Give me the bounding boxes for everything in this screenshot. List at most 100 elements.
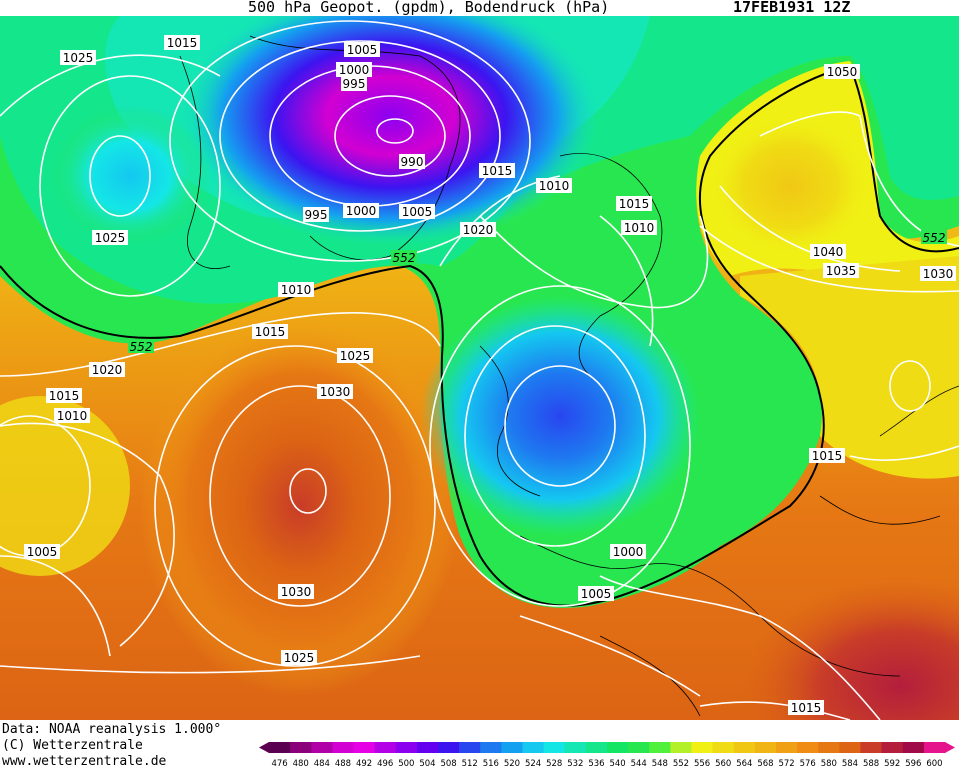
colorbar-swatch xyxy=(733,742,756,753)
colorbar-tick-label: 544 xyxy=(631,759,647,769)
isobar-label: 1010 xyxy=(281,283,312,297)
colorbar-swatch xyxy=(564,742,587,753)
isobar-labels: 1025 1015 1005 1000 995 990 995 1000 100… xyxy=(24,35,956,715)
isobar-label: 1030 xyxy=(281,585,312,599)
colorbar-tick-label: 480 xyxy=(293,759,309,769)
colorbar-tick-label: 484 xyxy=(314,759,330,769)
colorbar-arrow-left xyxy=(259,742,269,753)
map-title: 500 hPa Geopot. (gpdm), Bodendruck (hPa) xyxy=(248,0,610,16)
colorbar-tick-label: 532 xyxy=(567,759,583,769)
colorbar-tick-label: 588 xyxy=(863,759,879,769)
isobar-label: 1015 xyxy=(812,449,843,463)
colorbar-tick-label: 504 xyxy=(419,759,435,769)
isobar-label: 1020 xyxy=(92,363,123,377)
colorbar-swatch xyxy=(269,742,291,753)
colorbar-swatch xyxy=(881,742,904,753)
colorbar-swatch xyxy=(438,742,460,753)
contour-label: 552 xyxy=(130,340,153,354)
colorbar-swatch xyxy=(501,742,523,753)
isobar-label: 1015 xyxy=(791,701,822,715)
isobar-label: 1015 xyxy=(167,36,198,50)
colorbar-swatch xyxy=(311,742,333,753)
colorbar-tick-label: 560 xyxy=(715,759,731,769)
colorbar-swatch xyxy=(353,742,376,753)
colorbar-swatch xyxy=(543,742,566,753)
colorbar-swatch xyxy=(607,742,629,753)
colorbar-tick-label: 580 xyxy=(821,759,837,769)
colorbar-swatch xyxy=(797,742,819,753)
weather-map: 1025 1015 1005 1000 995 990 995 1000 100… xyxy=(0,16,959,720)
colorbar-swatch xyxy=(290,742,312,753)
colorbar-tick-label: 496 xyxy=(377,759,393,769)
isobar-label: 1000 xyxy=(346,204,377,218)
colorbar-swatch xyxy=(416,742,439,753)
data-source: Data: NOAA reanalysis 1.000° xyxy=(2,722,222,737)
isobar-label: 1025 xyxy=(284,651,315,665)
isobar-label: 1025 xyxy=(63,51,94,65)
contour-label: 552 xyxy=(393,251,416,265)
isobar-label: 1000 xyxy=(339,63,370,77)
colorbar-tick-label: 488 xyxy=(335,759,351,769)
colorbar-tick-label: 492 xyxy=(356,759,372,769)
contour-label: 552 xyxy=(923,231,946,245)
colorbar-swatch xyxy=(818,742,840,753)
colorbar-tick-label: 568 xyxy=(757,759,773,769)
colorbar-tick-label: 508 xyxy=(440,759,456,769)
colorbar-swatch xyxy=(860,742,883,753)
colorbar-swatch xyxy=(649,742,671,753)
isobar-label: 1005 xyxy=(347,43,378,57)
colorbar-swatch xyxy=(776,742,798,753)
colorbar-tick-label: 540 xyxy=(609,759,625,769)
colorbar-legend: 476 480 484 488 492 496 500 504 508 512 516 520 524 5… xyxy=(259,742,955,769)
colorbar-tick-label: 500 xyxy=(398,759,414,769)
isobar-label: 1050 xyxy=(827,65,858,79)
website-link[interactable]: www.wetterzentrale.de xyxy=(2,754,167,769)
colorbar-swatch xyxy=(480,742,502,753)
colorbar-swatch xyxy=(712,742,735,753)
isobar-label: 990 xyxy=(401,155,424,169)
colorbar-tick-label: 552 xyxy=(673,759,689,769)
colorbar-tick-label: 584 xyxy=(842,759,858,769)
colorbar-arrow-right xyxy=(945,742,955,753)
map-header: 500 hPa Geopot. (gpdm), Bodendruck (hPa)… xyxy=(0,0,959,16)
colorbar-tick-label: 564 xyxy=(736,759,752,769)
colorbar-tick-label: 536 xyxy=(588,759,604,769)
colorbar-tick-label: 600 xyxy=(926,759,942,769)
isobar-label: 1010 xyxy=(539,179,570,193)
colorbar-tick-label: 576 xyxy=(800,759,816,769)
isobar-label: 1015 xyxy=(619,197,650,211)
colorbar-swatch xyxy=(902,742,925,753)
colorbar-tick-label: 476 xyxy=(271,759,287,769)
isobar-label: 1015 xyxy=(482,164,513,178)
isobar-label: 1005 xyxy=(402,205,433,219)
isobar-label: 1010 xyxy=(624,221,655,235)
colorbar-swatch xyxy=(691,742,714,753)
isobar-label: 1005 xyxy=(581,587,612,601)
colorbar-tick-label: 596 xyxy=(905,759,921,769)
isobars xyxy=(0,20,959,720)
isobar-label: 995 xyxy=(343,77,366,91)
colorbar-swatch xyxy=(923,742,946,753)
colorbar-swatch xyxy=(374,742,397,753)
colorbar-tick-label: 556 xyxy=(694,759,710,769)
copyright: (C) Wetterzentrale xyxy=(2,738,143,753)
colorbar-tick-label: 520 xyxy=(504,759,520,769)
isobar-label: 1025 xyxy=(95,231,126,245)
map-datetime: 17FEB1931 12Z xyxy=(733,0,851,16)
isobar-label: 1030 xyxy=(923,267,954,281)
colorbar-tick-label: 528 xyxy=(546,759,562,769)
colorbar-tick-label: 548 xyxy=(652,759,668,769)
colorbar-tick-label: 572 xyxy=(778,759,794,769)
colorbar-swatch xyxy=(332,742,354,753)
colorbar-tick-label: 516 xyxy=(483,759,499,769)
colorbar-swatch xyxy=(522,742,545,753)
colorbar-swatch xyxy=(839,742,861,753)
colorbar-swatch xyxy=(754,742,777,753)
colorbar-swatch xyxy=(395,742,418,753)
isobar-label: 1025 xyxy=(340,349,371,363)
isobar-label: 1000 xyxy=(613,545,644,559)
colorbar-swatch xyxy=(459,742,481,753)
isobar-label: 1035 xyxy=(826,264,857,278)
colorbar-swatch xyxy=(628,742,650,753)
contour-552-labels: 552 552 552 xyxy=(128,230,947,354)
